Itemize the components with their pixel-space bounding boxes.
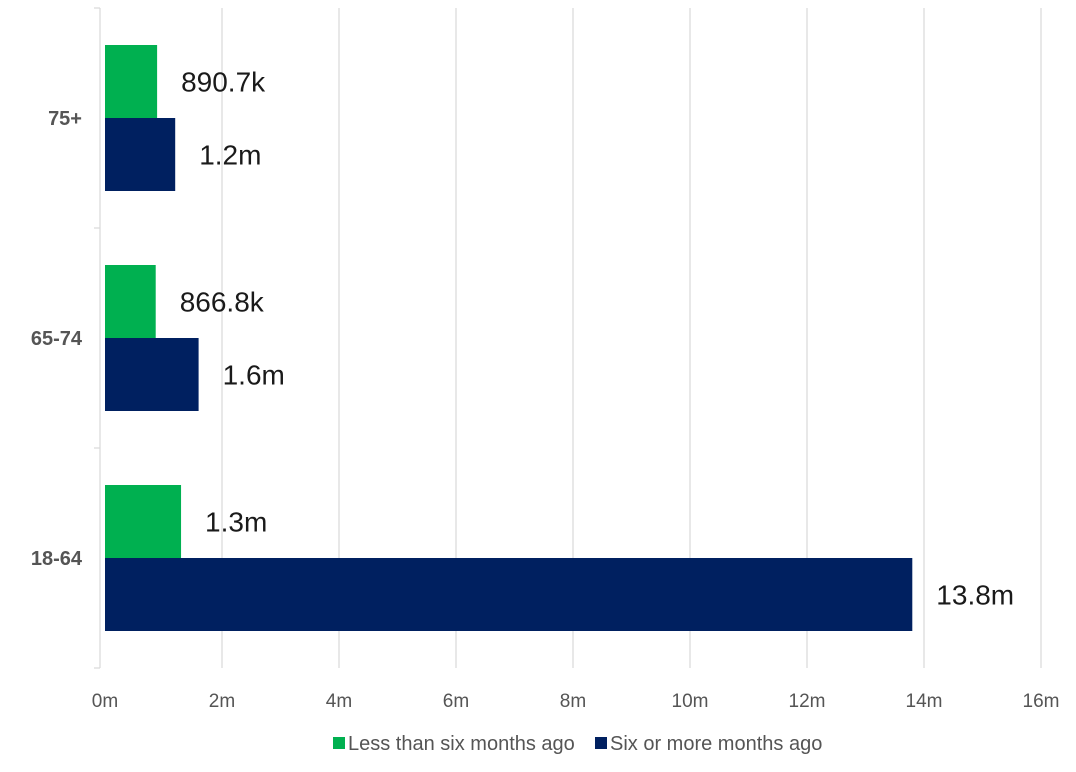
x-tick-label: 0m [92,691,118,712]
y-category-label: 75+ [48,108,82,130]
data-label: 1.3m [205,507,267,538]
y-category-label: 65-74 [31,328,83,350]
x-tick-label: 4m [326,691,352,712]
data-label: 890.7k [181,67,266,98]
bar-75+-six-or-more-months [105,118,176,191]
bar-18-64-six-or-more-months [105,558,913,631]
y-axis [94,7,101,669]
legend-swatch [333,737,345,749]
x-tick-label: 2m [209,691,235,712]
x-tick-label: 16m [1023,691,1060,712]
bar-75+-less-than-six-months [105,45,158,118]
data-label: 1.6m [223,360,285,391]
x-tick-label: 14m [906,691,943,712]
data-label: 1.2m [199,140,261,171]
data-label: 866.8k [180,287,265,318]
bars [105,45,913,631]
legend: Less than six months ago Six or more mont… [333,733,822,755]
bar-65-74-less-than-six-months [105,265,156,338]
legend-entry: Six or more months ago [610,733,822,755]
legend-swatch [595,737,607,749]
x-tick-label: 12m [789,691,826,712]
x-tick-label: 6m [443,691,469,712]
x-tick-label: 8m [560,691,586,712]
y-category-label: 18-64 [31,548,83,570]
legend-entry: Less than six months ago [348,733,575,755]
data-label: 13.8m [936,580,1014,611]
bar-18-64-less-than-six-months [105,485,182,558]
grid-lines [221,8,1042,668]
labels: 0m 2m 4m 6m 8m 10m 12m 14m 16m 890.7k 1.2m 75+ 866.8… [31,67,1060,713]
x-tick-label: 10m [672,691,709,712]
bar-65-74-six-or-more-months [105,338,199,411]
